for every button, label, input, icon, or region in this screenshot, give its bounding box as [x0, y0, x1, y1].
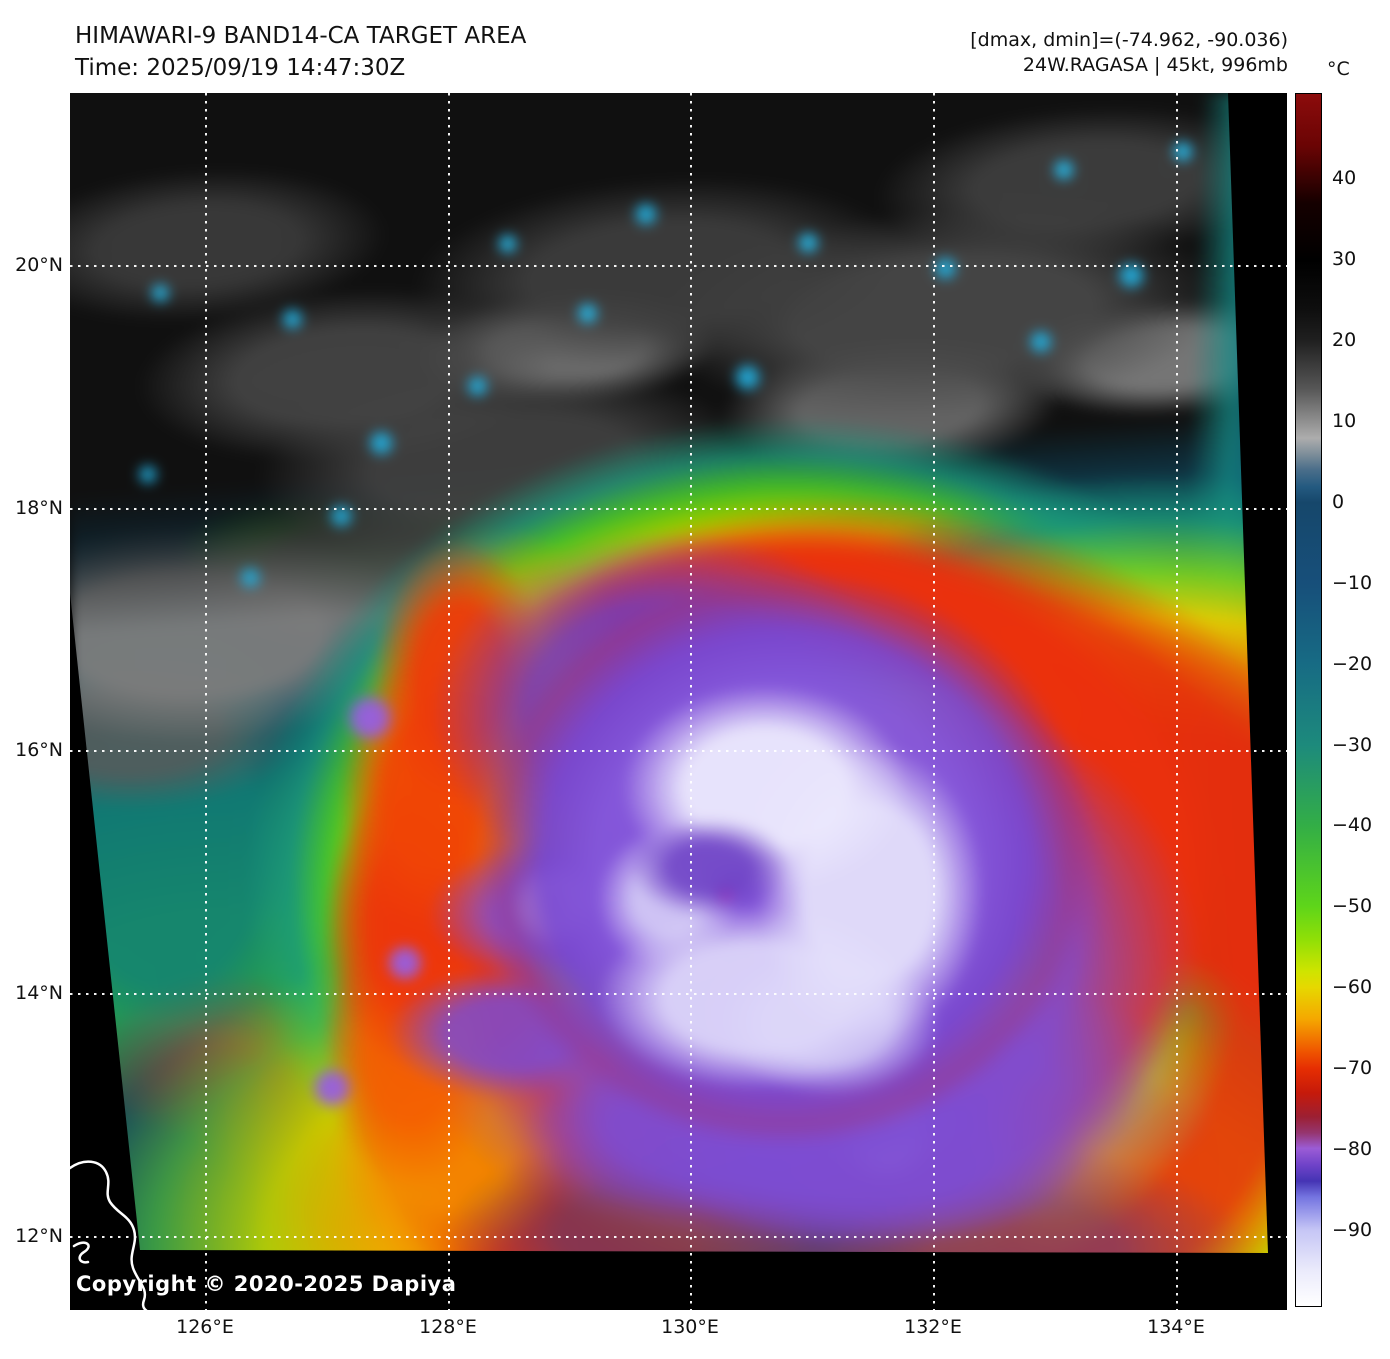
- colorbar-tick-label: 20: [1332, 329, 1357, 351]
- lon-tick-label: 130°E: [661, 1316, 719, 1338]
- gridline-lat-18n: [70, 508, 1287, 510]
- colorbar-unit-label: °C: [1327, 58, 1350, 80]
- lat-tick-label: 20°N: [15, 254, 63, 276]
- gridline-lon-128e: [448, 93, 450, 1310]
- temperature-colorbar: [1295, 93, 1322, 1307]
- colorbar-tick-label: 40: [1332, 167, 1357, 189]
- colorbar-tick-label: −90: [1332, 1219, 1373, 1241]
- page-title: HIMAWARI-9 BAND14-CA TARGET AREA: [75, 23, 527, 49]
- gridline-lon-132e: [933, 93, 935, 1310]
- gridline-lon-126e: [205, 93, 207, 1310]
- gridline-lat-14n: [70, 993, 1287, 995]
- lon-tick-label: 128°E: [419, 1316, 477, 1338]
- colorbar-tick-label: −60: [1332, 976, 1373, 998]
- colorbar-tick-label: −80: [1332, 1138, 1373, 1160]
- colorbar-tick-label: −40: [1332, 814, 1373, 836]
- colorbar-tick-label: −70: [1332, 1057, 1373, 1079]
- storm-info-label: 24W.RAGASA | 45kt, 996mb: [1022, 54, 1288, 76]
- colorbar-tick-label: −20: [1332, 653, 1373, 675]
- copyright-label: Copyright © 2020-2025 Dapiya: [76, 1272, 457, 1296]
- gridline-lon-130e: [690, 93, 692, 1310]
- colorbar-tick-label: 30: [1332, 248, 1357, 270]
- satellite-image: [70, 93, 1268, 1253]
- gridline-lat-20n: [70, 265, 1287, 267]
- colorbar-tick-label: −10: [1332, 572, 1373, 594]
- header-block: HIMAWARI-9 BAND14-CA TARGET AREA Time: 2…: [75, 20, 526, 84]
- lon-tick-label: 132°E: [904, 1316, 962, 1338]
- lat-tick-label: 16°N: [15, 739, 63, 761]
- range-info-label: [dmax, dmin]=(-74.962, -90.036): [970, 29, 1288, 51]
- gridline-lat-16n: [70, 750, 1287, 752]
- header-info-block: [dmax, dmin]=(-74.962, -90.036) 24W.RAGA…: [970, 28, 1288, 78]
- satellite-plot: Copyright © 2020-2025 Dapiya: [70, 93, 1287, 1310]
- colorbar-tick-label: −50: [1332, 895, 1373, 917]
- lon-tick-label: 126°E: [176, 1316, 234, 1338]
- colorbar-tick-label: −30: [1332, 734, 1373, 756]
- gridline-lat-12n: [70, 1236, 1287, 1238]
- lat-tick-label: 14°N: [15, 982, 63, 1004]
- lat-tick-label: 12°N: [15, 1225, 63, 1247]
- gridline-lon-134e: [1176, 93, 1178, 1310]
- lat-tick-label: 18°N: [15, 497, 63, 519]
- colorbar-tick-label: 0: [1332, 491, 1345, 513]
- colorbar-tick-label: 10: [1332, 410, 1357, 432]
- lon-tick-label: 134°E: [1147, 1316, 1205, 1338]
- satellite-image-art: [70, 93, 1268, 1253]
- timestamp-label: Time: 2025/09/19 14:47:30Z: [75, 55, 406, 81]
- coastline: [70, 1160, 148, 1310]
